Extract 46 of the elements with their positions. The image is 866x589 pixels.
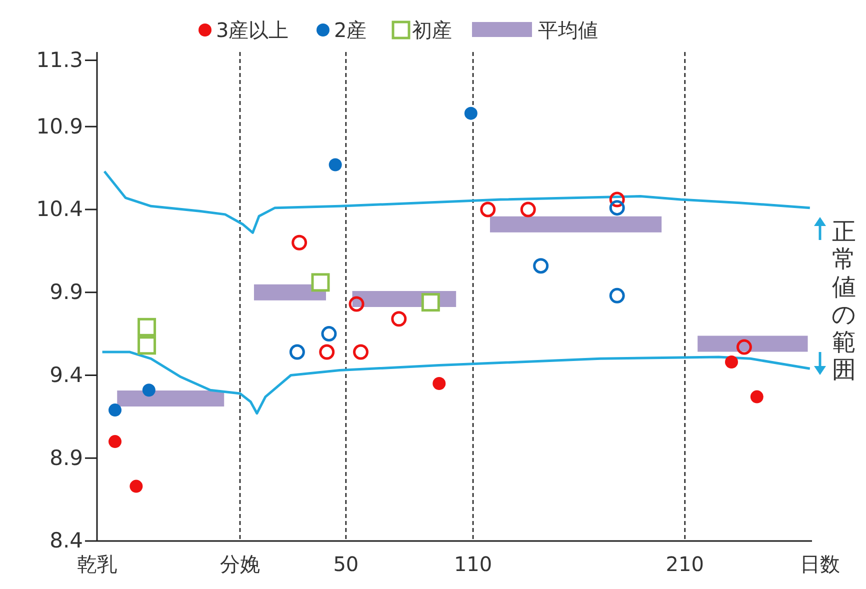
point	[750, 390, 764, 404]
point	[421, 293, 440, 312]
point	[432, 377, 446, 390]
point	[321, 326, 337, 342]
legend-label: 初産	[412, 18, 452, 42]
y-tick-label: 10.4	[36, 197, 83, 222]
x-tick-label: 乾乳	[77, 552, 117, 576]
point	[480, 202, 496, 218]
point	[736, 339, 752, 355]
x-axis-title: 日数	[800, 552, 840, 576]
point	[108, 404, 122, 417]
point	[609, 200, 625, 216]
line-series	[103, 170, 812, 234]
y-tick-label: 8.4	[50, 528, 83, 553]
y-tick-label: 8.9	[50, 446, 83, 470]
x-tick-label: 110	[454, 552, 492, 576]
point	[609, 288, 625, 304]
point	[292, 234, 308, 250]
point	[353, 344, 369, 360]
y-tick-label: 9.4	[50, 362, 83, 387]
x-tick-label: 50	[333, 552, 359, 576]
point	[130, 480, 143, 493]
text: 正常値の範囲	[832, 218, 856, 384]
point	[319, 344, 335, 360]
y-tick-label: 10.9	[36, 114, 83, 138]
legend-label: 3産以上	[216, 18, 289, 42]
point	[533, 258, 549, 274]
point	[464, 106, 478, 120]
y-tick-label: 11.3	[36, 48, 83, 72]
point	[138, 318, 156, 336]
point	[391, 311, 407, 327]
point	[348, 296, 364, 312]
line-series	[101, 350, 812, 415]
point	[142, 384, 156, 397]
x-tick-label: 210	[666, 552, 704, 576]
point	[328, 158, 342, 172]
legend-label: 平均値	[538, 18, 598, 42]
legend-label: 2産	[334, 18, 367, 42]
point	[289, 344, 305, 360]
point	[724, 355, 738, 368]
x-tick-label: 分娩	[220, 552, 260, 576]
point	[108, 435, 122, 448]
point	[138, 336, 156, 355]
y-tick-label: 9.9	[50, 280, 83, 304]
point	[520, 202, 536, 218]
point	[311, 273, 330, 292]
